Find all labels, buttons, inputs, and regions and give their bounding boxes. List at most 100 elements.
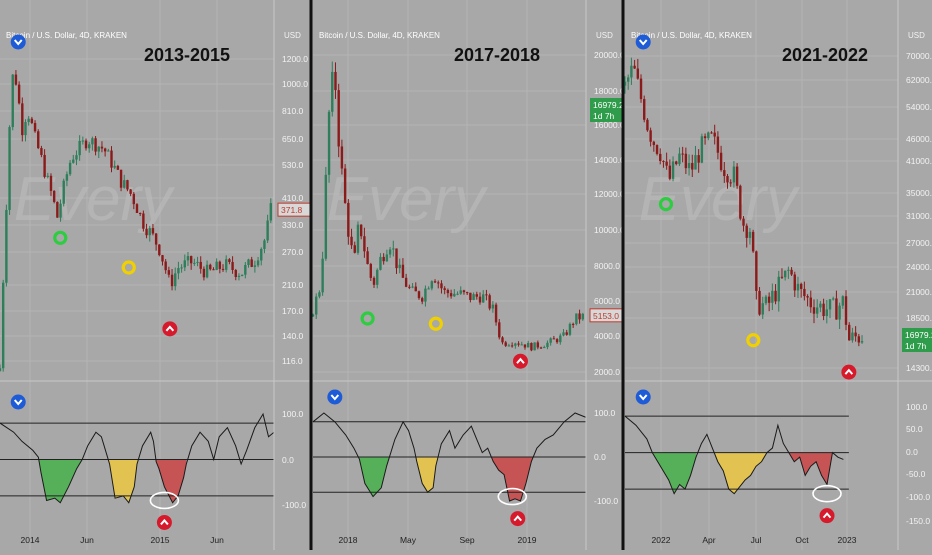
candle-body [716, 136, 720, 153]
candle-body [189, 256, 193, 264]
candle-body [148, 228, 151, 236]
candle-body [726, 176, 729, 183]
candle-body [145, 228, 148, 236]
candle-body [501, 337, 504, 343]
candle-body [401, 264, 405, 278]
blue-down-arrow-marker [635, 389, 651, 405]
price-axis-currency: USD [908, 31, 925, 40]
red-up-arrow-marker [512, 353, 528, 369]
candle-body [424, 288, 427, 302]
candle-body [761, 303, 764, 315]
candle-body [266, 220, 269, 241]
red-up-arrow-chevron [822, 512, 832, 519]
price-tick-label: 530.0 [282, 160, 304, 170]
time-tick-label: May [400, 535, 417, 545]
time-tick-label: 2023 [838, 535, 857, 545]
candle-body [0, 368, 2, 371]
candle-body [1, 282, 5, 369]
candle-body [395, 248, 398, 269]
red-oversold-fill [156, 459, 187, 503]
candle-body [113, 165, 116, 168]
panel-2017-2018: Every Bitcoin / U.S. Dollar, 4D, KRAKEN 20… [311, 0, 625, 550]
price-axis-currency: USD [284, 31, 301, 40]
price-tick-label: 21000.0 [906, 287, 932, 297]
candle-body [327, 111, 331, 175]
period-title: 2017-2018 [454, 45, 540, 65]
symbol-label: Bitcoin / U.S. Dollar, 4D, KRAKEN [6, 31, 127, 40]
candle-body [860, 341, 864, 343]
candle-body [633, 65, 636, 69]
candle-body [475, 294, 478, 297]
yellow-oversold-fill [715, 452, 770, 494]
candle-body [649, 130, 652, 142]
red-up-arrow-marker-chevron [844, 368, 854, 375]
candle-body [462, 290, 466, 293]
last-price-value: 5153.0 [593, 311, 619, 321]
candle-body [732, 166, 736, 183]
candle-body [366, 251, 369, 265]
candle-body [385, 254, 389, 262]
candle-body [81, 140, 85, 142]
candle-body [815, 307, 819, 314]
current-price-countdown: 1d 7h [905, 341, 927, 351]
candle-body [40, 148, 43, 155]
candle-body [575, 313, 578, 325]
green-oversold-fill [38, 459, 83, 503]
candle-body [126, 180, 129, 190]
candle-body [321, 258, 324, 293]
candle-body [494, 304, 498, 323]
oscillator-tick-label: 50.0 [906, 424, 923, 434]
candle-body [91, 138, 94, 145]
candle-body [758, 290, 761, 315]
candle-body [247, 259, 250, 265]
price-tick-label: 270.0 [282, 247, 304, 257]
candle-body [119, 169, 123, 188]
symbol-label: Bitcoin / U.S. Dollar, 4D, KRAKEN [319, 31, 440, 40]
oscillator-tick-label: 0.0 [282, 455, 294, 465]
candle-body [636, 68, 640, 79]
candle-body [707, 132, 710, 139]
candle-body [828, 299, 832, 310]
candle-body [350, 236, 353, 246]
oscillator-tick-label: -100.0 [282, 500, 306, 510]
candle-body [783, 270, 787, 278]
price-tick-label: 46000.0 [906, 134, 932, 144]
candle-body [459, 290, 462, 294]
candle-body [123, 180, 126, 188]
yellow-circle-marker [746, 333, 761, 348]
candle-body [767, 296, 771, 303]
candle-body [427, 288, 430, 290]
red-up-arrow-marker [510, 511, 526, 527]
oscillator-tick-label: -100.0 [594, 496, 618, 506]
candle-body [72, 159, 75, 163]
price-tick-label: 4000.0 [594, 331, 620, 341]
candle-body [318, 292, 321, 297]
candle-body [11, 74, 14, 128]
candle-body [735, 166, 739, 186]
candle-body [331, 71, 334, 112]
candle-body [691, 163, 694, 170]
candle-body [414, 286, 417, 292]
time-tick-label: 2015 [151, 535, 170, 545]
red-up-arrow-chevron [160, 518, 169, 526]
candle-body [33, 122, 37, 132]
candle-body [443, 288, 446, 290]
candle-body [668, 165, 672, 179]
candle-body [234, 269, 237, 278]
candle-body [84, 140, 88, 149]
candle-body [703, 136, 707, 139]
candle-body [510, 345, 514, 347]
candle-body [256, 260, 260, 266]
candle-body [774, 290, 777, 302]
oscillator-tick-label: -150.0 [906, 516, 930, 526]
candle-body [697, 155, 700, 163]
candle-body [543, 347, 546, 349]
candle-body [520, 344, 523, 346]
candle-body [809, 297, 812, 308]
green-circle-marker [658, 197, 674, 212]
blue-down-arrow-marker [635, 34, 651, 50]
candle-body [838, 305, 841, 320]
time-tick-label: Jul [751, 535, 762, 545]
candle-body [174, 273, 177, 287]
